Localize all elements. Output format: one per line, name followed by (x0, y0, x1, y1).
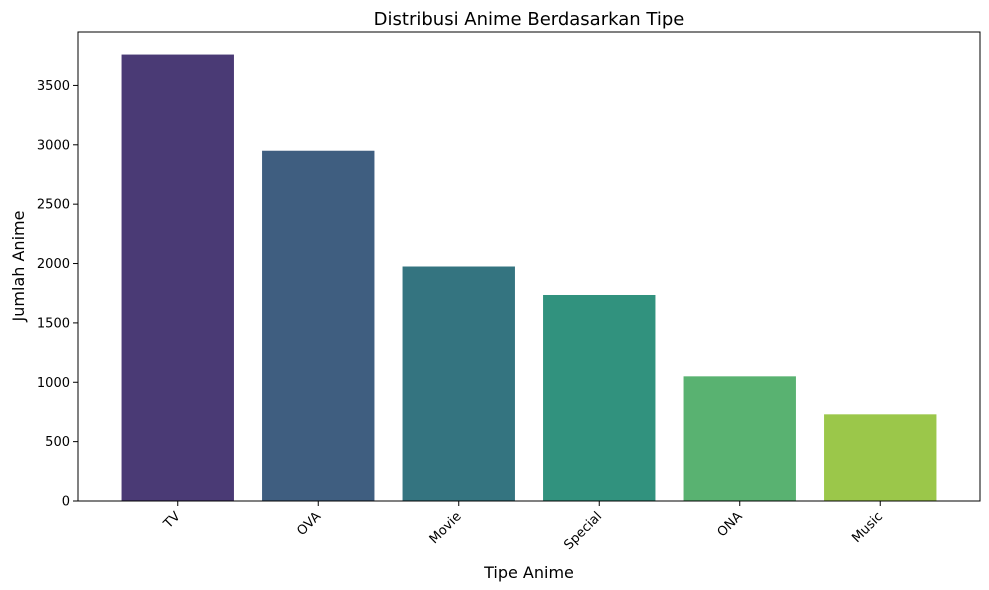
y-tick-label: 2500 (37, 198, 70, 213)
y-axis-label: Jumlah Anime (9, 211, 28, 323)
y-tick-label: 3500 (37, 79, 70, 94)
x-tick-label: Special (561, 509, 605, 553)
x-tick-label: Music (849, 509, 886, 546)
x-axis-ticks: TV OVA Movie Special ONA Music (160, 501, 886, 553)
y-tick-label: 1500 (37, 316, 70, 331)
x-tick-label: Movie (427, 509, 465, 547)
y-axis-ticks: 0 500 1000 1500 2000 2500 3000 3500 (37, 79, 78, 510)
x-tick-label: OVA (294, 509, 324, 539)
bar-ona (683, 376, 796, 501)
x-tick-label: TV (160, 509, 183, 532)
x-tick-label: ONA (715, 509, 746, 540)
y-tick-label: 2000 (37, 257, 70, 272)
bar-ova (262, 150, 375, 501)
bar-music (824, 414, 937, 501)
y-tick-label: 1000 (37, 376, 70, 391)
y-tick-label: 0 (62, 495, 70, 510)
bar-special (543, 294, 656, 501)
bar-movie (402, 266, 515, 501)
y-tick-label: 3000 (37, 138, 70, 153)
y-tick-label: 500 (45, 435, 70, 450)
x-axis-label: Tipe Anime (483, 563, 574, 582)
bars-group (121, 54, 937, 501)
chart-title: Distribusi Anime Berdasarkan Tipe (374, 9, 685, 30)
bar-tv (121, 54, 234, 501)
plot-frame (77, 31, 981, 502)
